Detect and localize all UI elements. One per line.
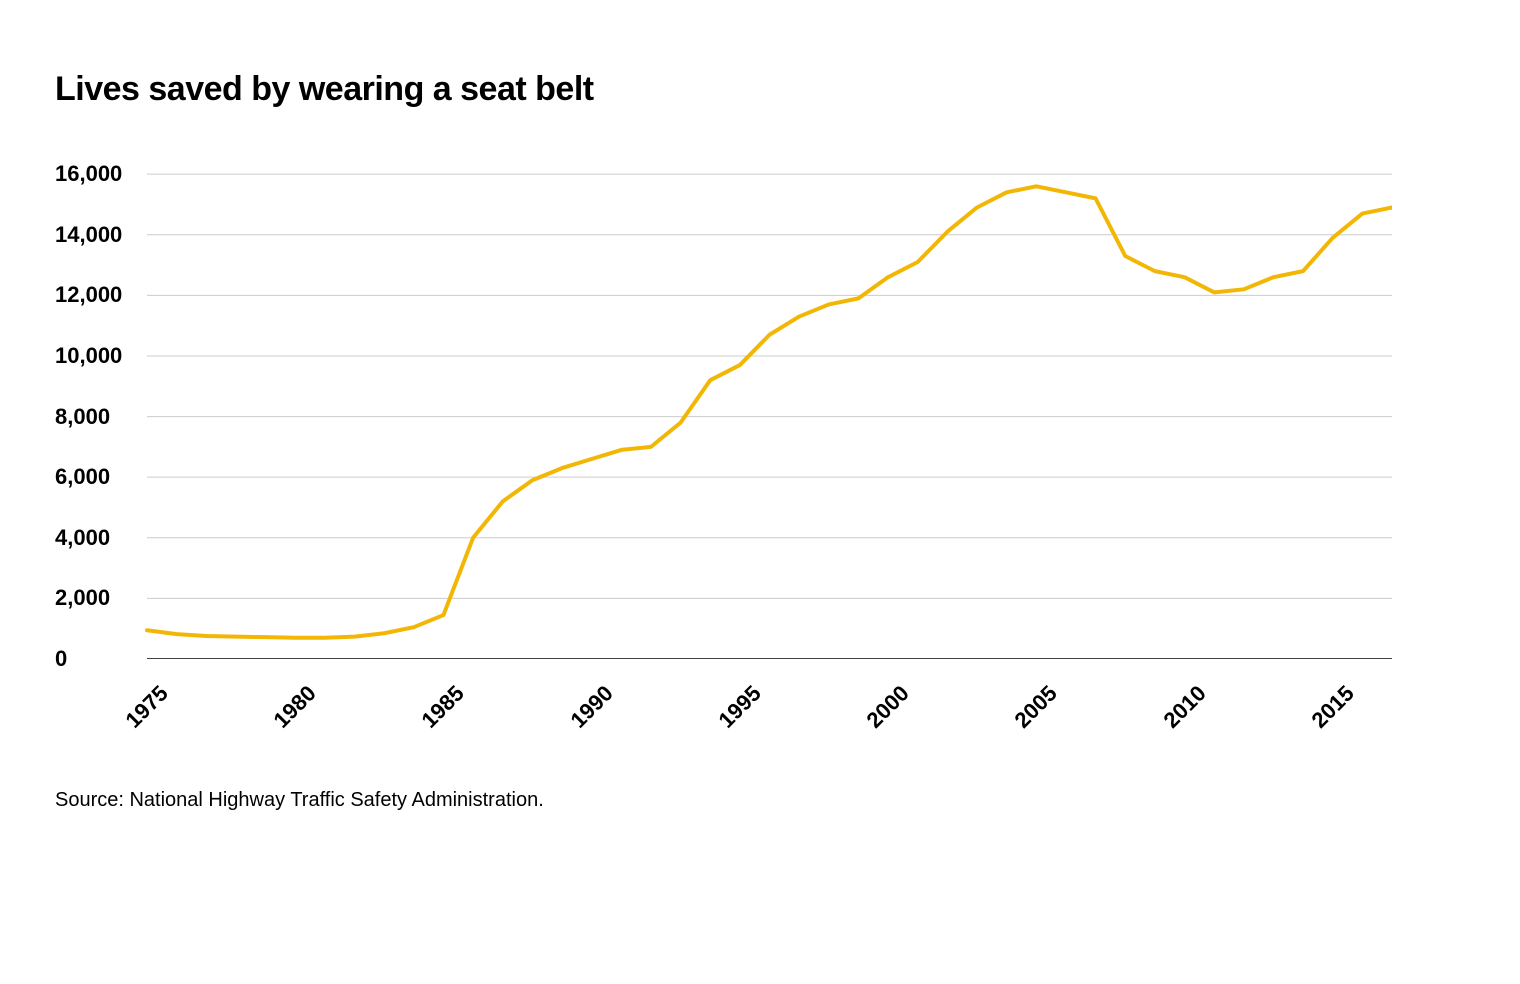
- x-tick-label: 2005: [1010, 681, 1063, 734]
- page: Lives saved by wearing a seat belt 0 2,00…: [0, 0, 1520, 984]
- series-line: [147, 186, 1392, 638]
- y-tick-label: 4,000: [55, 525, 110, 551]
- y-tick-label: 16,000: [55, 161, 122, 187]
- x-tick-label: 1995: [713, 681, 766, 734]
- line-chart-svg: [55, 159, 1392, 659]
- y-tick-label: 2,000: [55, 585, 110, 611]
- y-tick-label: 12,000: [55, 282, 122, 308]
- chart-wrap: 0 2,000 4,000 6,000 8,000 10,000 12,000 14,000 1…: [55, 159, 1465, 829]
- chart-title: Lives saved by wearing a seat belt: [55, 70, 1465, 109]
- y-tick-label: 0: [55, 646, 67, 672]
- y-tick-label: 8,000: [55, 404, 110, 430]
- x-tick-label: 1980: [269, 681, 322, 734]
- x-tick-label: 2015: [1306, 681, 1359, 734]
- x-tick-label: 1975: [121, 681, 174, 734]
- y-tick-label: 14,000: [55, 222, 122, 248]
- y-tick-label: 10,000: [55, 343, 122, 369]
- x-tick-label: 1990: [565, 681, 618, 734]
- x-tick-label: 2010: [1158, 681, 1211, 734]
- chart-source: Source: National Highway Traffic Safety …: [55, 789, 544, 812]
- x-tick-label: 2000: [862, 681, 915, 734]
- x-tick-label: 1985: [417, 681, 470, 734]
- y-tick-label: 6,000: [55, 464, 110, 490]
